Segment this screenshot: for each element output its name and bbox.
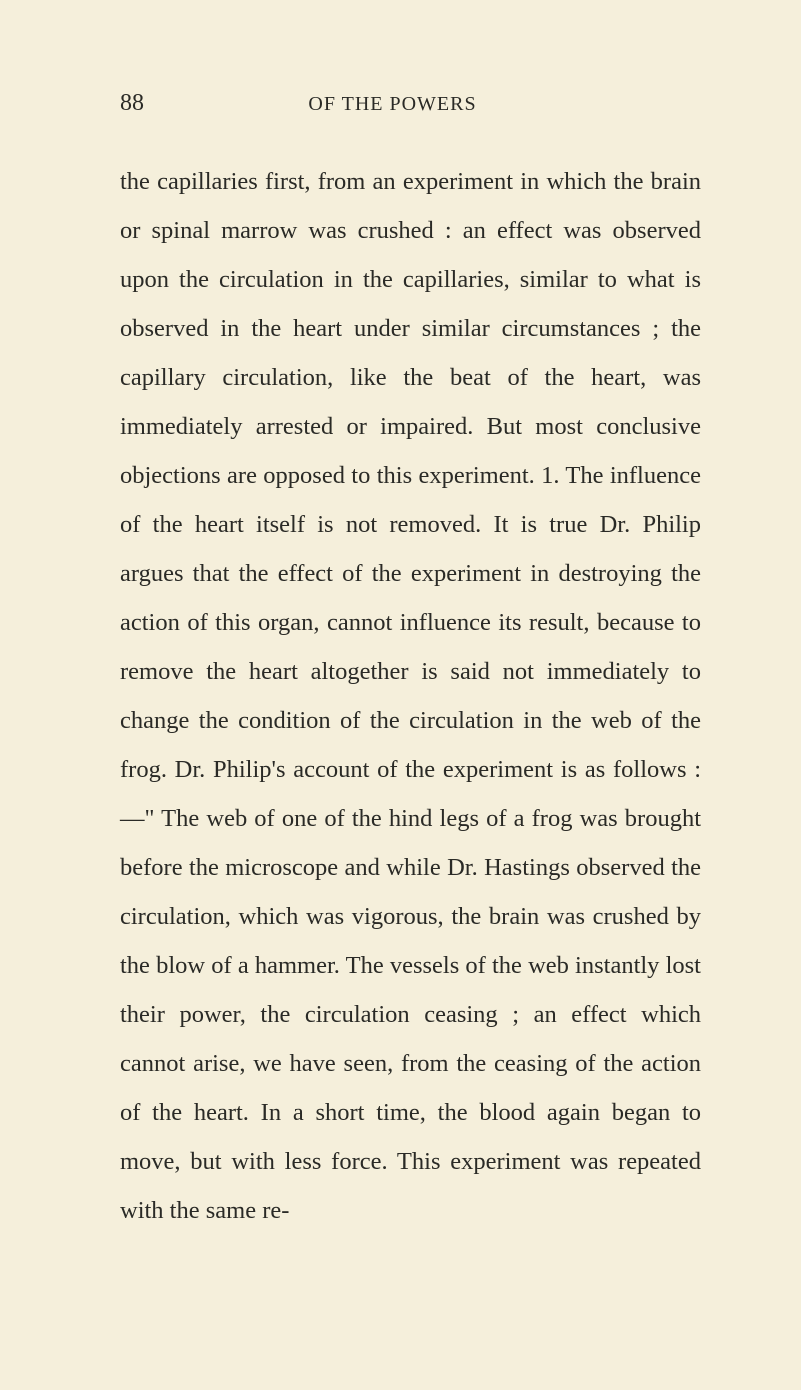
chapter-title: OF THE POWERS <box>144 93 641 116</box>
body-text: the capillaries first, from an experimen… <box>120 157 701 1235</box>
page-number: 88 <box>120 90 144 117</box>
book-page: 88 OF THE POWERS the capillaries first, … <box>0 0 801 1390</box>
page-header: 88 OF THE POWERS <box>120 90 701 117</box>
